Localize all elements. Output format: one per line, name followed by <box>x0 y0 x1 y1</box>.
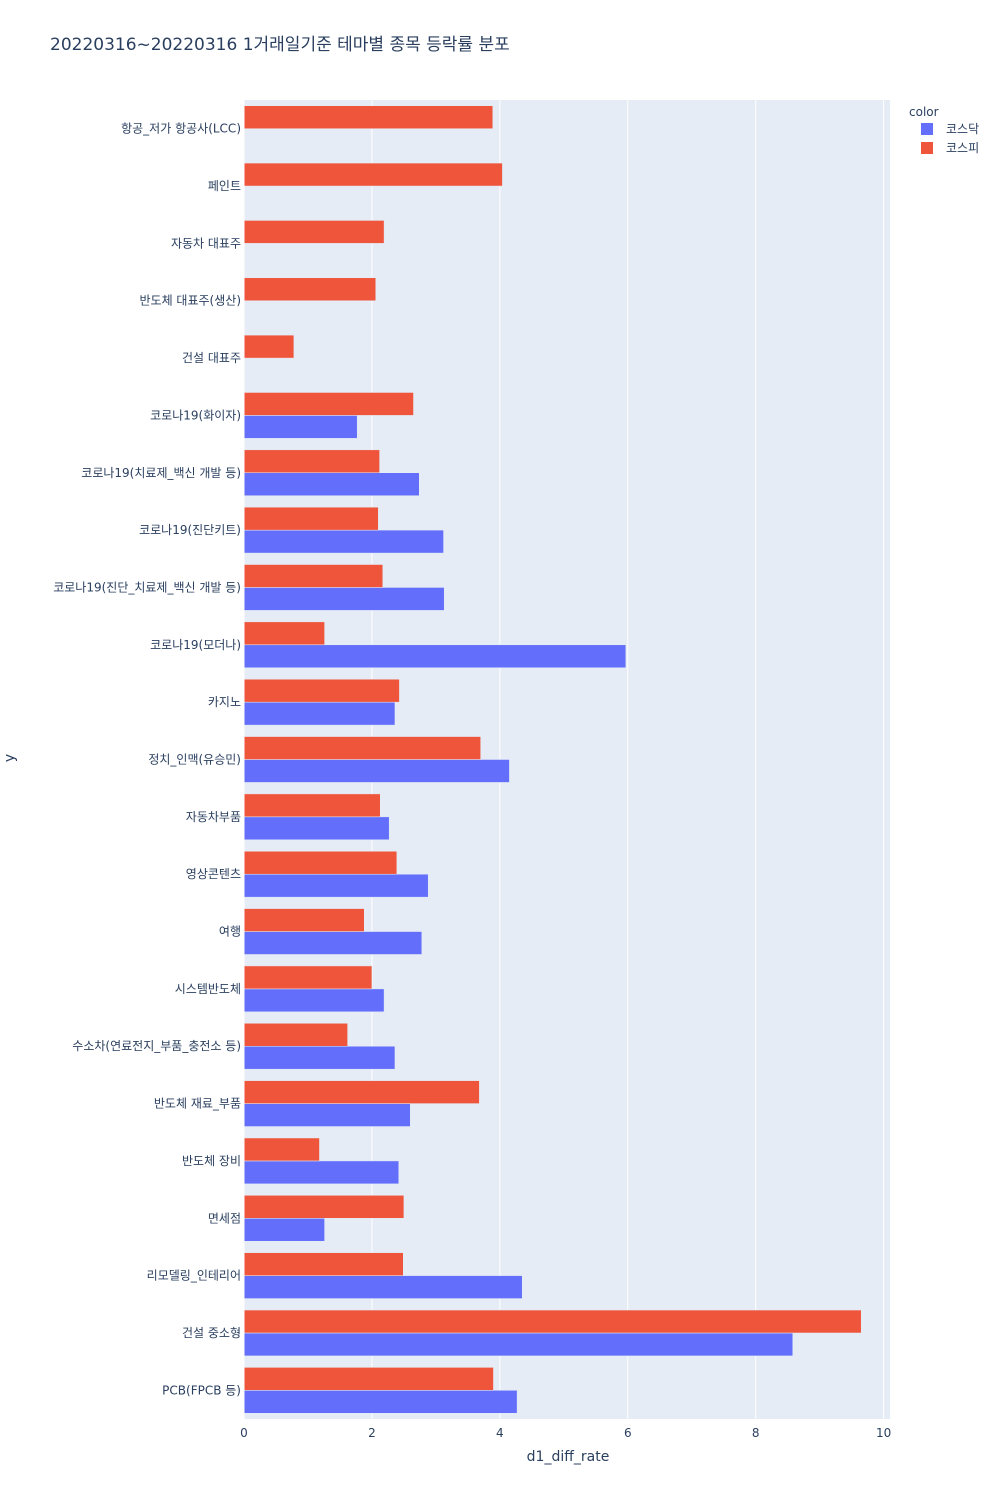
bar-kospi <box>243 449 380 474</box>
y-tick-label: 반도체 재료_부품 <box>154 1097 241 1111</box>
bar-kospi <box>243 1309 862 1334</box>
y-tick-label: 코로나19(진단키트) <box>139 523 241 537</box>
bar-kosdaq <box>243 415 358 439</box>
legend-swatch-1 <box>921 142 933 154</box>
x-tick-label: 6 <box>624 1426 632 1440</box>
bar-kospi <box>243 392 414 416</box>
bar-kospi <box>243 506 379 531</box>
bar-kosdaq <box>243 472 420 496</box>
y-tick-label: 여행 <box>219 924 241 939</box>
bar-kospi <box>243 621 325 646</box>
y-tick-label: 반도체 대표주(생산) <box>140 294 242 308</box>
bar-kosdaq <box>243 931 423 955</box>
bar-kosdaq <box>243 529 444 554</box>
bar-kospi <box>243 105 494 129</box>
legend-swatch-0 <box>921 123 933 135</box>
bar-kosdaq <box>243 988 385 1013</box>
bar-kospi <box>243 1080 480 1104</box>
bar-kospi <box>243 793 381 818</box>
x-tick-label: 2 <box>368 1426 376 1440</box>
legend-title: color <box>909 105 939 119</box>
y-tick-label: 카지노 <box>208 695 241 709</box>
bar-kospi <box>243 277 377 301</box>
bar-kospi <box>243 851 398 875</box>
y-tick-label: 반도체 장비 <box>182 1154 241 1168</box>
bar-kospi <box>243 736 481 760</box>
bar-kosdaq <box>243 1275 523 1299</box>
legend-label-1: 코스피 <box>946 141 979 155</box>
y-tick-label: 항공_저가 항공사(LCC) <box>121 122 241 136</box>
bar-kosdaq <box>243 1218 325 1242</box>
bar-kospi <box>243 1252 404 1276</box>
bar-kospi <box>243 1367 494 1391</box>
y-tick-label: 영상콘텐츠 <box>186 867 241 881</box>
x-tick-label: 10 <box>876 1426 891 1440</box>
y-tick-label: 정치_인맥(유승민) <box>148 753 241 767</box>
bar-kosdaq <box>243 759 510 783</box>
x-tick-label: 8 <box>752 1426 760 1440</box>
y-tick-label: 건설 대표주 <box>182 351 241 365</box>
bar-kosdaq <box>243 1390 518 1414</box>
y-tick-label: 자동차 대표주 <box>171 236 241 250</box>
x-tick-label: 0 <box>240 1426 248 1440</box>
y-axis-title: y <box>2 754 18 762</box>
chart-title: 20220316~20220316 1거래일기준 테마별 종목 등락률 분포 <box>50 35 510 55</box>
bar-kosdaq <box>243 644 627 668</box>
y-tick-label: 시스템반도체 <box>175 982 241 996</box>
y-tick-label: 면세점 <box>208 1211 241 1225</box>
bar-kosdaq <box>243 587 445 611</box>
y-tick-label: 코로나19(화이자) <box>150 408 241 422</box>
bar-kosdaq <box>243 1332 794 1357</box>
y-tick-label: 코로나19(치료제_백신 개발 등) <box>81 466 241 480</box>
x-tick-label: 4 <box>496 1426 504 1440</box>
bar-kospi <box>243 1195 405 1219</box>
y-tick-label: 코로나19(모더나) <box>150 638 241 652</box>
bar-kosdaq <box>243 701 396 726</box>
bar-kosdaq <box>243 1103 411 1127</box>
bar-kospi <box>243 220 385 244</box>
bar-kospi <box>243 334 295 359</box>
bar-kospi <box>243 564 384 588</box>
bar-kospi <box>243 678 400 703</box>
bar-kosdaq <box>243 816 390 841</box>
bar-kospi <box>243 1023 348 1047</box>
bar-kospi <box>243 162 503 187</box>
bar-kospi <box>243 908 365 932</box>
y-tick-label: 건설 중소형 <box>182 1326 241 1340</box>
y-tick-label: 리모델링_인테리어 <box>147 1269 241 1283</box>
bar-kosdaq <box>243 1160 400 1185</box>
y-tick-label: PCB(FPCB 등) <box>162 1383 241 1397</box>
y-tick-label: 페인트 <box>208 179 241 193</box>
bar-kosdaq <box>243 1045 396 1070</box>
y-tick-label: 코로나19(진단_치료제_백신 개발 등) <box>53 580 241 594</box>
y-tick-label: 자동차부품 <box>186 810 241 824</box>
x-axis-title: d1_diff_rate <box>527 1449 610 1465</box>
bar-kospi <box>243 1137 320 1162</box>
bar-kospi <box>243 965 373 990</box>
bar-kosdaq <box>243 873 429 898</box>
y-tick-label: 수소차(연료전지_부품_충전소 등) <box>72 1039 241 1053</box>
legend-label-0: 코스닥 <box>946 122 979 136</box>
